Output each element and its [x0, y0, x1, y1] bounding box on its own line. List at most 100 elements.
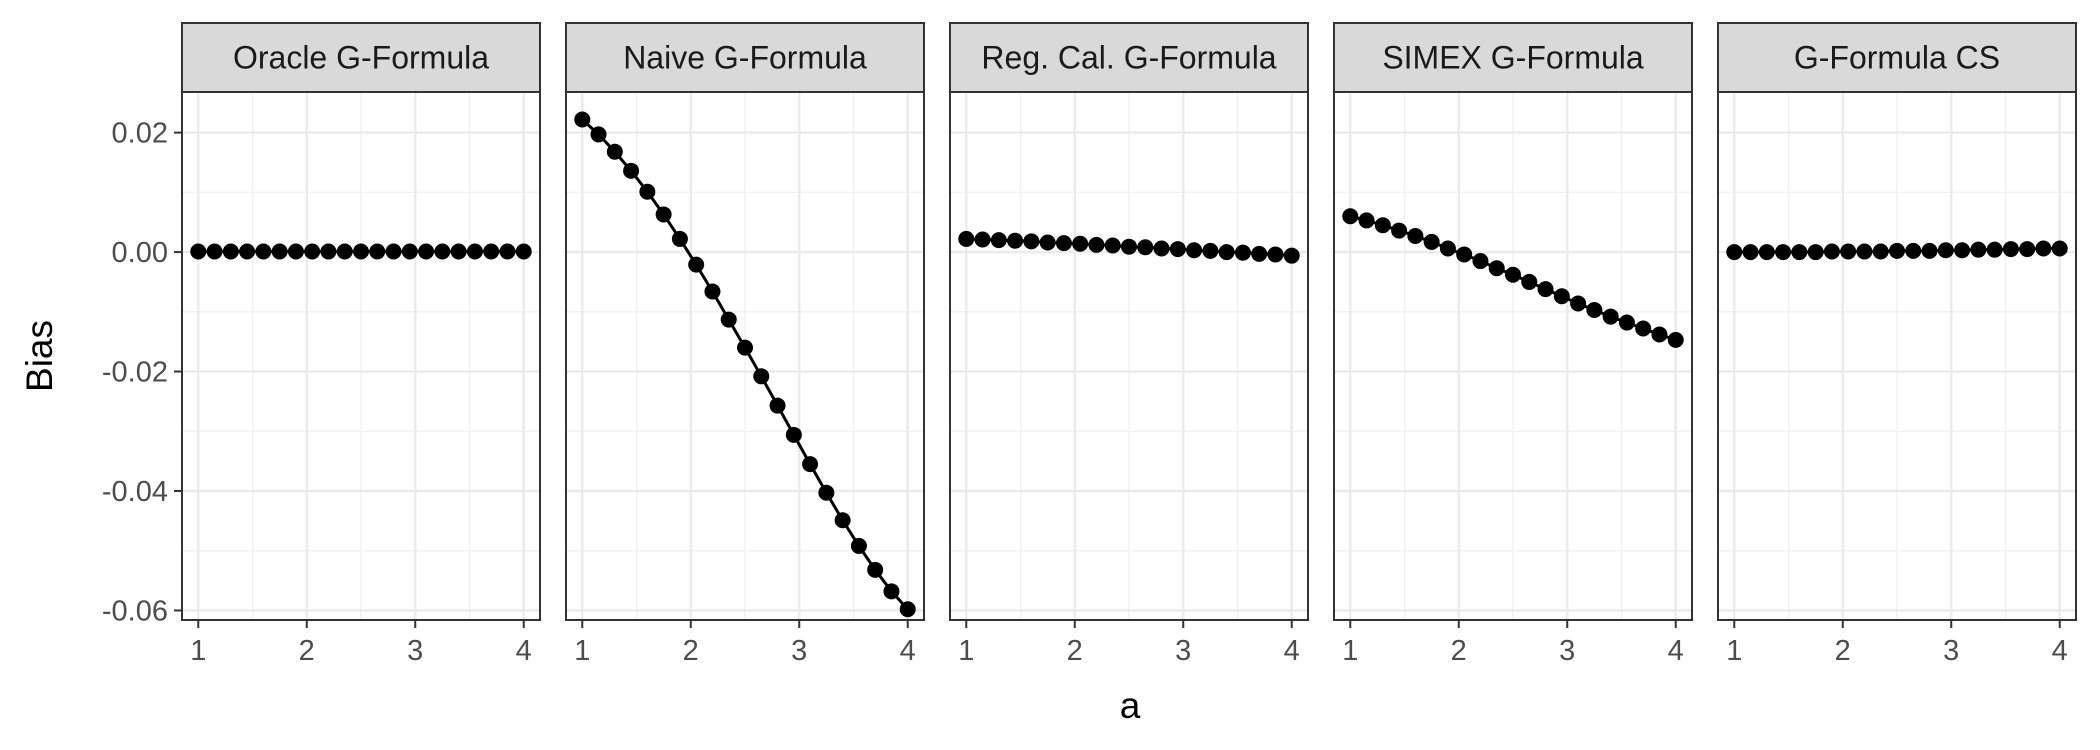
- data-point: [1570, 295, 1587, 312]
- data-point: [958, 230, 975, 247]
- data-point: [1986, 241, 2003, 258]
- data-point: [190, 243, 207, 260]
- facet-title: Naive G-Formula: [623, 40, 867, 76]
- data-point: [271, 243, 288, 260]
- data-point: [1856, 243, 1873, 260]
- x-tick-label: 4: [1668, 635, 1684, 667]
- data-point: [1342, 208, 1359, 225]
- data-point: [1889, 242, 1905, 259]
- y-tick-label: -0.04: [102, 476, 168, 508]
- data-point: [834, 512, 851, 529]
- data-point: [671, 230, 688, 247]
- x-tick-label: 3: [407, 635, 423, 667]
- data-point: [899, 601, 916, 618]
- data-point: [1055, 235, 1072, 252]
- data-point: [483, 243, 500, 260]
- data-point: [1088, 236, 1105, 253]
- data-point: [623, 162, 640, 179]
- x-tick-label: 2: [1067, 635, 1083, 667]
- data-point: [867, 561, 884, 578]
- x-tick-label: 1: [1726, 635, 1742, 667]
- x-tick-label: 1: [958, 635, 974, 667]
- data-point: [753, 368, 770, 385]
- data-point: [639, 183, 656, 200]
- facet-panel: SIMEX G-Formula 1 2 3 4: [1333, 22, 1693, 667]
- data-point: [450, 243, 467, 260]
- panel-border: [181, 91, 541, 621]
- data-point: [2019, 241, 2036, 258]
- data-point: [1374, 217, 1391, 234]
- data-point: [2035, 240, 2052, 257]
- data-point: [1602, 308, 1619, 325]
- data-point: [1186, 242, 1203, 259]
- data-point: [1153, 240, 1170, 257]
- data-point: [1202, 242, 1219, 259]
- data-point: [353, 243, 369, 260]
- data-point: [1742, 244, 1759, 261]
- facet-strip: [181, 22, 541, 93]
- facet-strip: [1333, 22, 1693, 93]
- data-point: [1505, 266, 1521, 283]
- facet-panel: Naive G-Formula 1 2 3 4: [565, 22, 925, 667]
- panel-border: [1333, 91, 1693, 621]
- data-point: [206, 243, 223, 260]
- data-point: [385, 243, 402, 260]
- facet-title: Reg. Cal. G-Formula: [981, 40, 1276, 76]
- data-point: [802, 456, 819, 473]
- data-point: [606, 143, 623, 160]
- data-point: [1823, 243, 1840, 260]
- data-point: [974, 231, 991, 248]
- data-point: [883, 583, 900, 600]
- data-point: [1007, 232, 1024, 249]
- y-tick-label: -0.02: [102, 357, 168, 389]
- data-point: [434, 243, 451, 260]
- y-tick-label: 0.00: [112, 237, 168, 269]
- y-tick-label: 0.02: [112, 118, 168, 150]
- x-tick-label: 3: [791, 635, 807, 667]
- facet-strip: [565, 22, 925, 93]
- data-point: [704, 283, 721, 300]
- panel-border: [1717, 91, 2077, 621]
- data-point: [1726, 244, 1743, 261]
- data-point: [1039, 234, 1056, 251]
- data-point: [590, 126, 607, 143]
- data-point: [239, 243, 256, 260]
- data-point: [418, 243, 435, 260]
- data-point: [688, 256, 705, 273]
- facet-panel: Reg. Cal. G-Formula 1 2 3 4: [949, 22, 1309, 667]
- data-point: [1439, 240, 1456, 257]
- data-point: [1970, 241, 1987, 258]
- data-point: [1537, 281, 1554, 298]
- data-point: [737, 339, 753, 356]
- data-point: [1651, 326, 1668, 343]
- x-tick-label: 2: [1451, 635, 1467, 667]
- data-point: [1618, 314, 1635, 331]
- data-point: [320, 243, 337, 260]
- data-point: [1137, 239, 1154, 256]
- data-point: [1218, 244, 1235, 261]
- data-point: [2002, 241, 2019, 258]
- data-point: [1667, 331, 1684, 348]
- data-point: [1251, 245, 1268, 262]
- panel-border: [949, 91, 1309, 621]
- data-point: [785, 426, 802, 443]
- data-point: [990, 232, 1007, 249]
- data-point: [574, 111, 591, 128]
- data-point: [1169, 241, 1186, 258]
- x-tick-label: 2: [683, 635, 699, 667]
- facet-panel: G-Formula CS 1 2 3 4: [1717, 22, 2077, 667]
- facet-strip: [949, 22, 1309, 93]
- x-tick-label: 1: [574, 635, 590, 667]
- data-point: [515, 243, 532, 260]
- data-point: [1954, 242, 1971, 259]
- data-point: [222, 243, 239, 260]
- y-axis: 0.02 0.00 -0.02 -0.04 -0.06: [102, 118, 182, 627]
- data-point: [401, 243, 418, 260]
- data-point: [1937, 242, 1954, 259]
- data-point: [499, 243, 516, 260]
- x-tick-label: 3: [1943, 635, 1959, 667]
- y-tick-label: -0.06: [102, 595, 168, 627]
- data-point: [1840, 243, 1857, 260]
- data-point: [1807, 244, 1824, 261]
